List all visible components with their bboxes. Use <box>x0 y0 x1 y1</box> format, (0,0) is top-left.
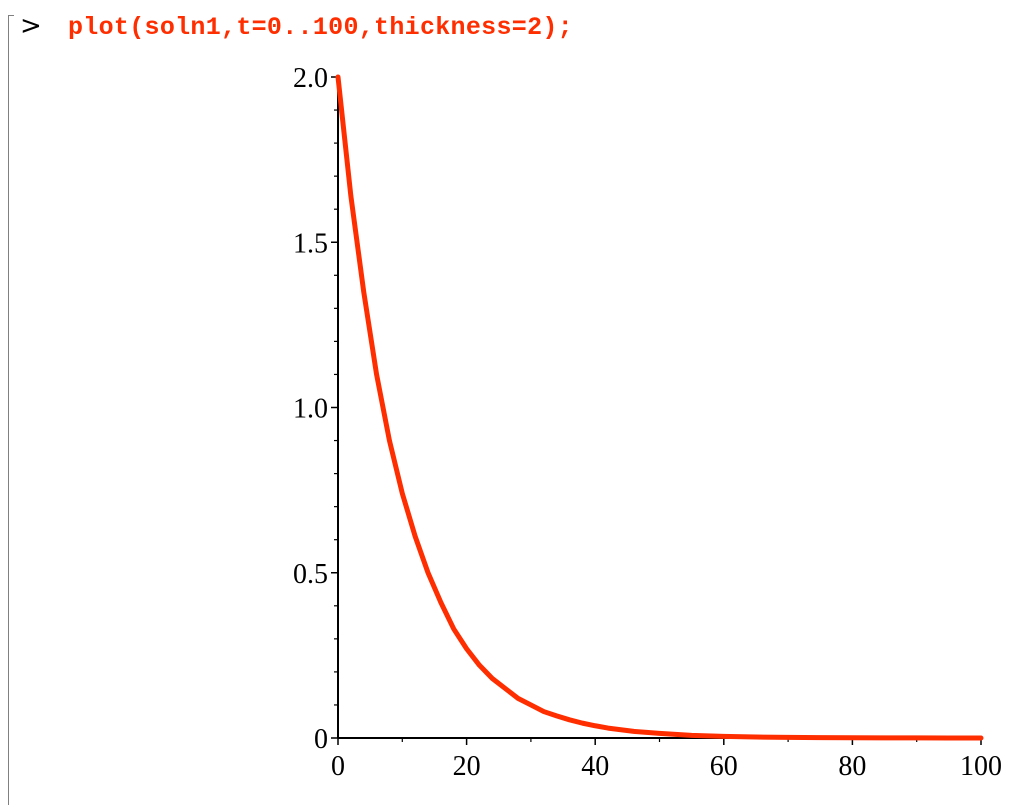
x-tick-label: 60 <box>710 751 738 782</box>
plot-ticks <box>331 76 982 745</box>
x-tick-label: 80 <box>838 751 866 782</box>
command-input[interactable]: plot(soln1,t=0..100,thickness=2); <box>68 13 573 42</box>
x-tick-label: 100 <box>960 751 1002 782</box>
solution-curve <box>335 74 984 741</box>
execution-group-bracket[interactable] <box>8 15 14 805</box>
y-tick-label: 0.5 <box>293 559 328 590</box>
input-prompt: > <box>20 11 42 41</box>
plot-tick-labels: 0 0.5 1.0 1.5 2.0 0 20 40 60 80 100 <box>293 63 1002 782</box>
y-tick-label: 0 <box>314 724 328 755</box>
plot-axes <box>337 77 981 739</box>
x-tick-label: 20 <box>453 751 481 782</box>
y-tick-label: 2.0 <box>293 63 328 94</box>
x-tick-label: 0 <box>331 751 345 782</box>
y-tick-label: 1.0 <box>293 394 328 425</box>
y-tick-label: 1.5 <box>293 228 328 259</box>
plot-curves <box>335 74 984 741</box>
x-tick-label: 40 <box>581 751 609 782</box>
